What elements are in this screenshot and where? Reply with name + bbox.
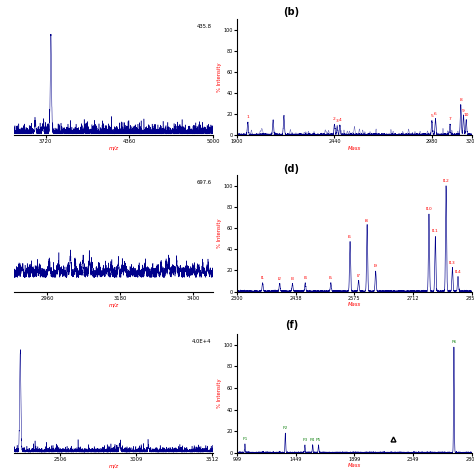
Text: 9: 9	[462, 109, 465, 113]
X-axis label: Mass: Mass	[348, 302, 361, 307]
Text: P3: P3	[302, 438, 308, 442]
Text: 697.6: 697.6	[196, 180, 211, 185]
X-axis label: m/z: m/z	[109, 463, 119, 468]
Text: I6: I6	[348, 235, 352, 239]
X-axis label: Mass: Mass	[348, 463, 361, 468]
Text: I14: I14	[455, 270, 461, 273]
Text: 4.0E+4: 4.0E+4	[192, 339, 211, 344]
Text: 3: 3	[336, 119, 338, 124]
Text: I3: I3	[291, 277, 294, 281]
X-axis label: m/z: m/z	[109, 146, 119, 151]
Text: P4: P4	[310, 438, 315, 442]
Y-axis label: % Intensity: % Intensity	[217, 219, 222, 248]
Text: I1: I1	[261, 276, 264, 280]
X-axis label: m/z: m/z	[109, 302, 119, 307]
Text: I7: I7	[356, 274, 361, 278]
Text: 1: 1	[246, 115, 249, 119]
Text: P5: P5	[316, 438, 321, 442]
Text: 6: 6	[434, 112, 437, 116]
Text: (d): (d)	[283, 164, 300, 173]
Text: I11: I11	[432, 229, 439, 234]
Text: I2: I2	[278, 277, 282, 281]
Text: I8: I8	[365, 219, 369, 223]
Text: 2: 2	[333, 118, 336, 121]
Text: P6: P6	[451, 340, 456, 344]
Text: (b): (b)	[283, 7, 300, 17]
Text: I4: I4	[303, 276, 307, 280]
Y-axis label: % Intensity: % Intensity	[217, 379, 222, 408]
Text: I5: I5	[329, 276, 333, 280]
Text: 435.8: 435.8	[196, 24, 211, 28]
Text: I13: I13	[449, 261, 456, 265]
Text: 4: 4	[338, 118, 341, 122]
Text: (f): (f)	[285, 320, 298, 330]
Text: 7: 7	[448, 118, 451, 121]
Text: 8: 8	[459, 99, 462, 102]
Text: 5: 5	[430, 114, 433, 118]
Text: I9: I9	[374, 264, 378, 268]
Text: P1: P1	[242, 437, 247, 441]
X-axis label: Mass: Mass	[348, 146, 361, 151]
Y-axis label: % Intensity: % Intensity	[217, 62, 222, 92]
Text: 10: 10	[464, 113, 469, 117]
Text: I10: I10	[426, 207, 432, 211]
Text: I12: I12	[443, 179, 449, 183]
Text: P2: P2	[283, 426, 288, 430]
